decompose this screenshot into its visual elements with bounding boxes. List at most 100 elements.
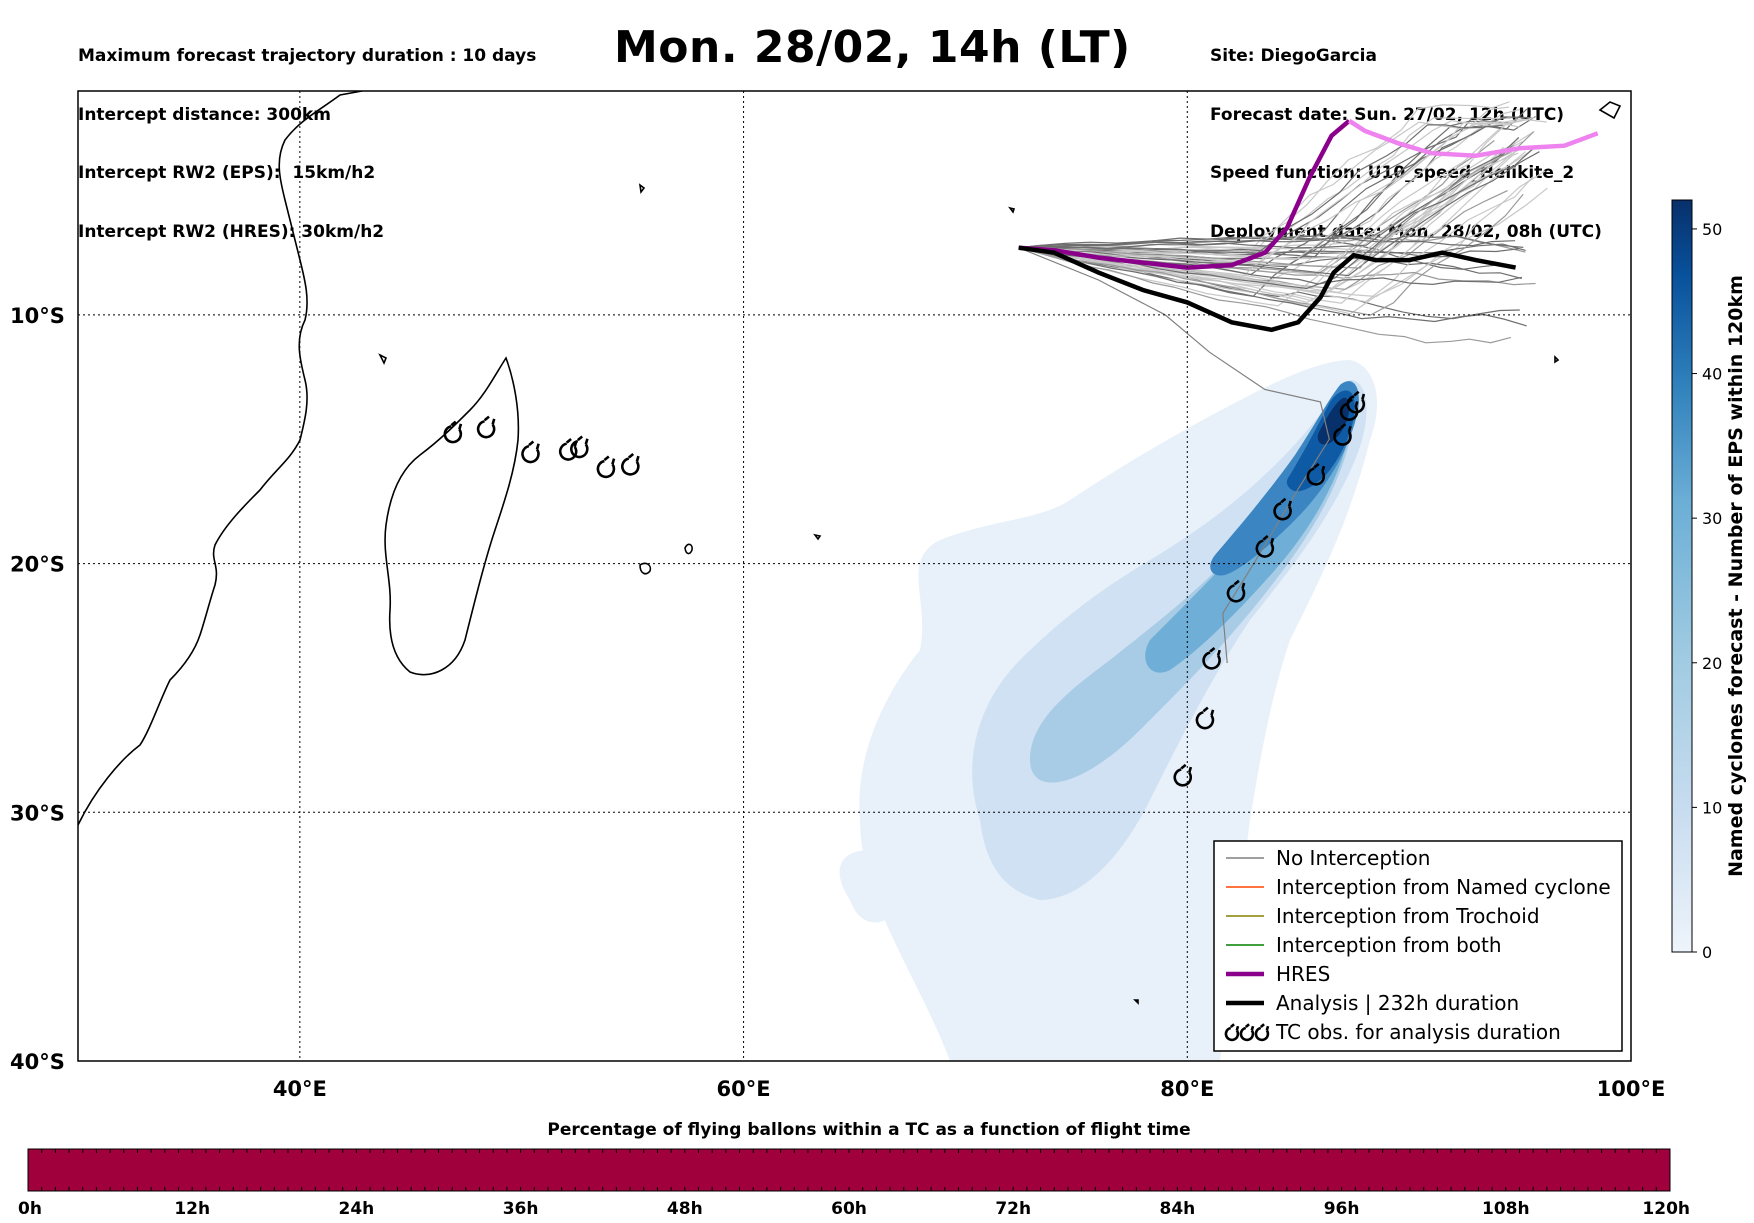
legend-label: Interception from both bbox=[1276, 933, 1502, 957]
cyclone-density-layer bbox=[839, 360, 1378, 1061]
island-chagos bbox=[1008, 206, 1016, 214]
ensemble-track bbox=[1018, 247, 1330, 664]
tc-symbol bbox=[1273, 497, 1292, 521]
island-sumatra-tip bbox=[1598, 101, 1622, 120]
colorbar-label: Named cyclones forecast - Number of EPS … bbox=[1725, 275, 1747, 877]
ensemble-track bbox=[1018, 160, 1499, 303]
timebar-tick-label: 24h bbox=[339, 1199, 375, 1219]
density-contour-0b bbox=[839, 850, 904, 923]
legend-label: Interception from Named cyclone bbox=[1276, 875, 1611, 899]
timebar-tick-label: 0h bbox=[18, 1199, 42, 1219]
timebar-tick-label: 72h bbox=[995, 1199, 1031, 1219]
header-line: Site: DiegoGarcia bbox=[1210, 46, 1377, 66]
analysis-track bbox=[1018, 245, 1517, 333]
africa-coastline bbox=[78, 91, 363, 826]
island-rodrigues bbox=[813, 533, 822, 541]
tc-symbol bbox=[621, 452, 640, 476]
colorbar-tick-label: 30 bbox=[1702, 509, 1722, 528]
timebar-fill bbox=[27, 1148, 1671, 1192]
ensemble-track bbox=[1018, 151, 1540, 277]
axis-labels: 40°E 60°E 80°E 100°E 10°S 20°S 30°S 40°S bbox=[10, 304, 1665, 1101]
ensemble-track bbox=[1018, 130, 1535, 307]
legend-item: Interception from both bbox=[1226, 933, 1502, 957]
legend-label: Interception from Trochoid bbox=[1276, 904, 1540, 928]
colorbar-tick-label: 50 bbox=[1702, 220, 1722, 239]
timebar-tick-label: 36h bbox=[503, 1199, 539, 1219]
hres-track bbox=[1018, 119, 1351, 270]
legend-item: Analysis | 232h duration bbox=[1226, 991, 1519, 1015]
density-contour-3 bbox=[1145, 401, 1352, 673]
header-line: Intercept RW2 (HRES): 30km/h2 bbox=[78, 221, 385, 242]
lon-tick-label: 60°E bbox=[717, 1077, 771, 1101]
island-mauritius bbox=[684, 543, 693, 555]
timebar-tick-label: 60h bbox=[831, 1199, 867, 1219]
lat-tick-label: 40°S bbox=[10, 1050, 65, 1074]
header-line: Maximum forecast trajectory duration : 1… bbox=[78, 46, 537, 66]
legend-item: HRES bbox=[1226, 962, 1330, 986]
header-info-left: Maximum forecast trajectory duration : 1… bbox=[78, 8, 536, 262]
legend-label: TC obs. for analysis duration bbox=[1275, 1020, 1561, 1044]
legend-label: HRES bbox=[1276, 962, 1330, 986]
coastline-layer bbox=[78, 91, 1622, 1005]
tc-symbol bbox=[443, 420, 463, 444]
timebar-tick-label: 12h bbox=[174, 1199, 210, 1219]
colorbar-gradient bbox=[1671, 199, 1693, 953]
timebar: Percentage of flying ballons within a TC… bbox=[18, 1120, 1690, 1219]
tc-symbol bbox=[1202, 646, 1221, 670]
tc-symbol bbox=[521, 440, 540, 464]
island-comoros bbox=[378, 353, 388, 365]
tc-symbol bbox=[1333, 423, 1352, 446]
tc-symbol bbox=[570, 435, 589, 459]
tc-symbol bbox=[476, 415, 496, 439]
ensemble-track bbox=[1018, 247, 1520, 320]
madagascar-coastline bbox=[384, 356, 520, 676]
lon-tick-label: 40°E bbox=[273, 1077, 327, 1101]
colorbar: 0 10 20 30 40 50 Named cyclones forecast - Nu… bbox=[1671, 199, 1747, 962]
lat-tick-label: 30°S bbox=[10, 801, 65, 825]
tc-symbol bbox=[1226, 579, 1246, 603]
ensemble-track bbox=[1018, 147, 1536, 253]
tc-symbol bbox=[1306, 462, 1326, 486]
legend-item: Interception from Named cyclone bbox=[1226, 875, 1611, 899]
tc-symbol bbox=[1224, 1023, 1240, 1042]
timebar-tick-label: 84h bbox=[1160, 1199, 1196, 1219]
ensemble-track bbox=[1018, 176, 1534, 303]
lon-tick-label: 100°E bbox=[1597, 1077, 1666, 1101]
ensemble-track bbox=[1018, 152, 1519, 269]
legend-item: TC obs. for analysis duration bbox=[1224, 1020, 1561, 1044]
ensemble-track bbox=[1018, 247, 1520, 258]
tc-symbol bbox=[1254, 1023, 1270, 1042]
lon-tick-label: 80°E bbox=[1160, 1077, 1214, 1101]
map-frame bbox=[77, 90, 1632, 1062]
colorbar-tick-label: 20 bbox=[1702, 654, 1722, 673]
colorbar-tick-label: 0 bbox=[1702, 943, 1712, 962]
header-line: Intercept RW2 (EPS): 15km/h2 bbox=[78, 163, 376, 183]
timebar-title: Percentage of flying ballons within a TC… bbox=[547, 1120, 1190, 1140]
ensemble-track bbox=[1018, 247, 1511, 344]
page-title: Mon. 28/02, 14h (LT) bbox=[614, 22, 1131, 73]
colorbar-tick-label: 40 bbox=[1702, 365, 1722, 384]
legend-label: No Interception bbox=[1276, 846, 1430, 870]
ensemble-track bbox=[1018, 131, 1535, 269]
island-reunion bbox=[639, 562, 652, 575]
tc-symbol bbox=[1195, 706, 1215, 730]
density-contour-2 bbox=[1030, 403, 1353, 783]
timebar-tick-label: 120h bbox=[1642, 1199, 1690, 1219]
lat-tick-label: 20°S bbox=[10, 553, 65, 577]
ensemble-track bbox=[1018, 247, 1527, 327]
legend-box bbox=[1213, 840, 1623, 1052]
island-cocos bbox=[1554, 355, 1560, 364]
timebar-tick-label: 48h bbox=[667, 1199, 703, 1219]
legend-item: Interception from Trochoid bbox=[1226, 904, 1540, 928]
island-seychelles bbox=[638, 183, 646, 195]
ensemble-track bbox=[1018, 117, 1535, 265]
hres-track-tail bbox=[1347, 118, 1599, 158]
tc-symbol bbox=[1239, 1023, 1255, 1042]
tc-symbol bbox=[1173, 763, 1193, 787]
timebar-tick-label: 96h bbox=[1324, 1199, 1360, 1219]
header-line: Intercept distance: 300km bbox=[78, 104, 331, 125]
colorbar-tick-label: 10 bbox=[1702, 798, 1722, 817]
map-area bbox=[78, 91, 1631, 1061]
ensemble-track bbox=[1018, 153, 1515, 295]
